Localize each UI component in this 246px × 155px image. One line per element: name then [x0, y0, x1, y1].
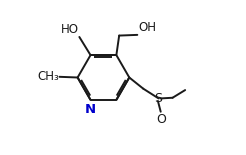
Text: S: S — [154, 92, 163, 105]
Text: HO: HO — [61, 23, 79, 36]
Text: N: N — [84, 103, 95, 116]
Text: O: O — [156, 113, 166, 126]
Text: OH: OH — [138, 21, 156, 34]
Text: CH₃: CH₃ — [37, 70, 59, 83]
